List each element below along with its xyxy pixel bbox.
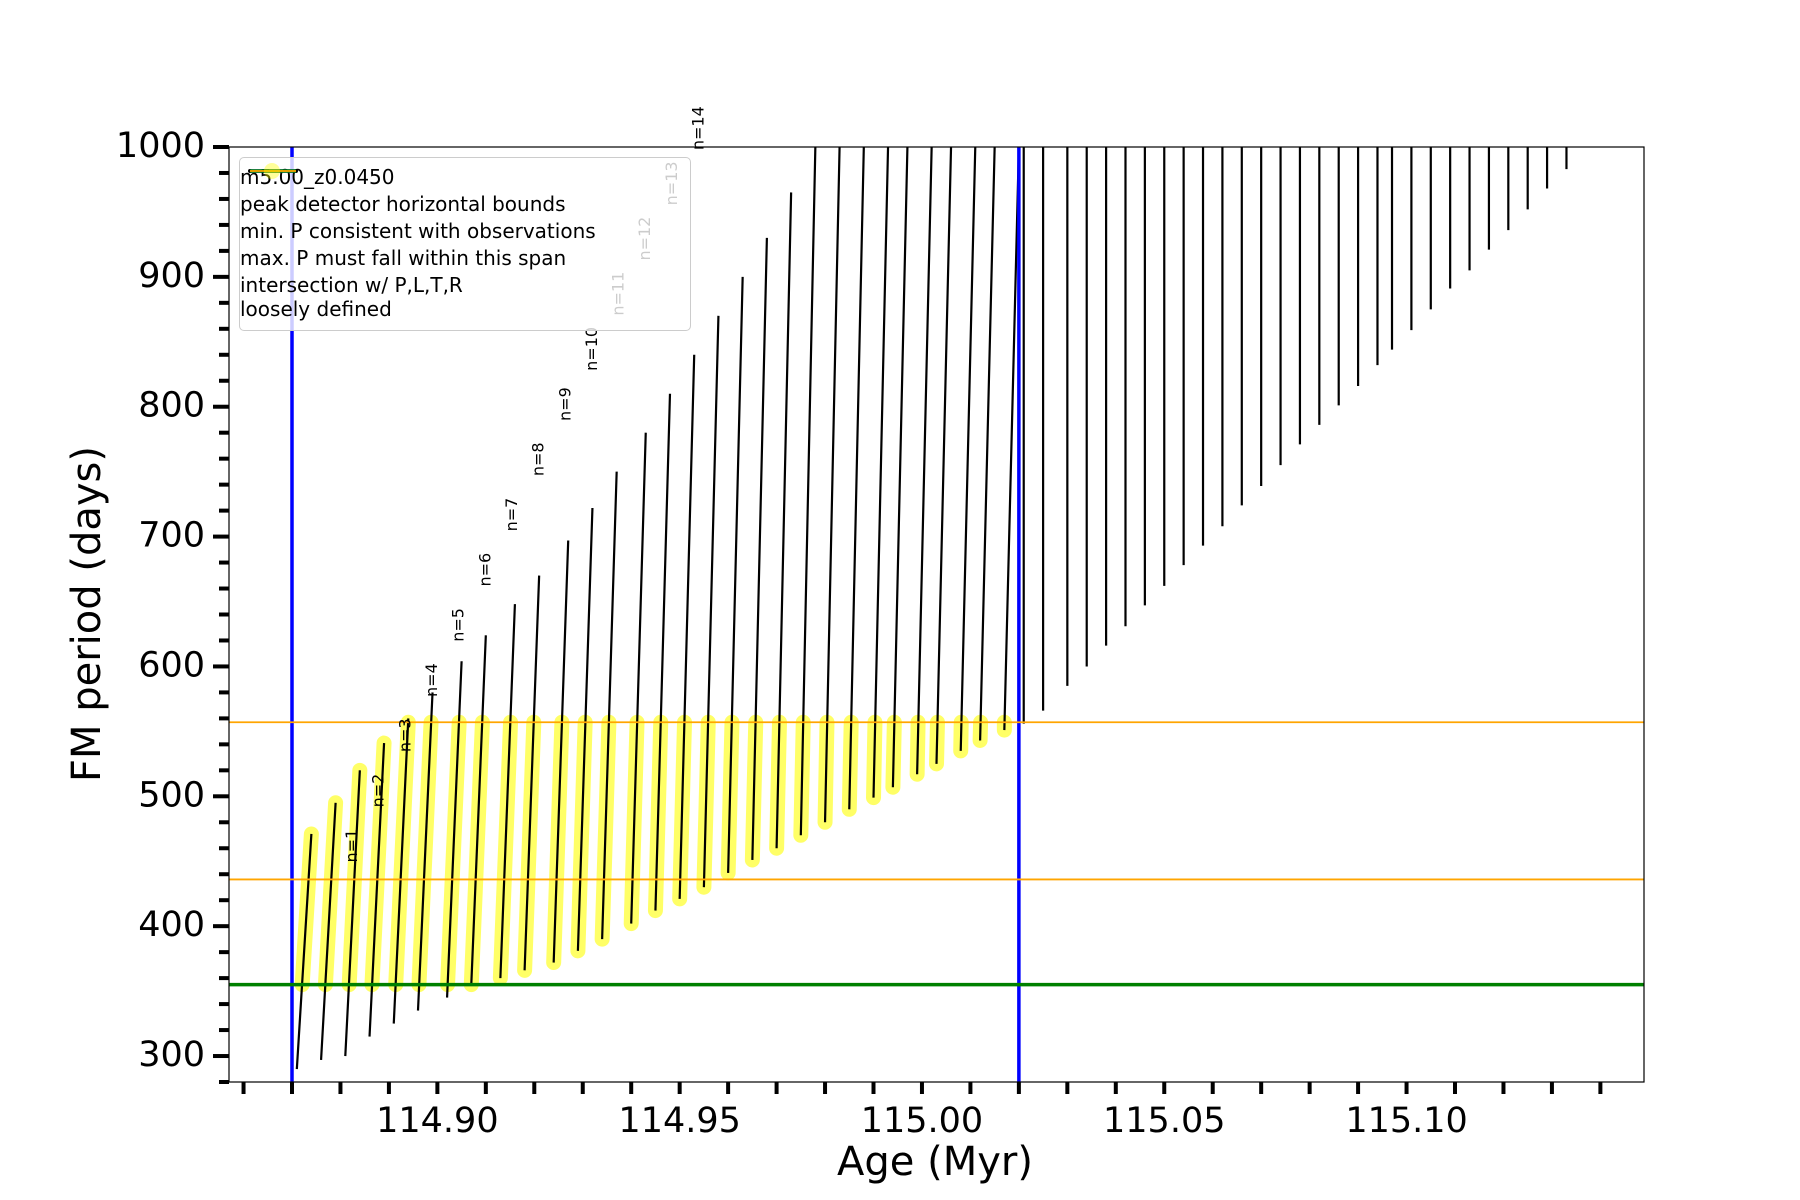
annotation: n=8 — [529, 442, 548, 476]
y-tick-label: 500 — [138, 775, 205, 815]
y-tick-label: 400 — [138, 905, 205, 945]
legend-key — [264, 163, 280, 179]
data-line — [295, 147, 1568, 1070]
annotation: n=3 — [395, 718, 414, 752]
annotation: n=5 — [449, 608, 468, 642]
y-tick-label: 600 — [138, 645, 205, 685]
y-tick-label: 1000 — [116, 126, 205, 166]
legend-entry: intersection w/ P,L,T,R loosely defined — [240, 163, 690, 321]
legend-entry: peak detector horizontal bounds — [240, 169, 690, 216]
legend-entry: min. P consistent with observations — [240, 169, 690, 243]
legend-label: peak detector horizontal bounds — [240, 192, 566, 216]
legend-key — [250, 170, 296, 172]
annotation: n=10 — [582, 327, 601, 371]
legend-label: max. P must fall within this span — [240, 246, 567, 270]
legend-swatch — [264, 163, 280, 179]
legend-entry: max. P must fall within this span — [240, 170, 690, 270]
annotation: n=14 — [689, 106, 708, 150]
x-tick-label: 115.05 — [1103, 1101, 1225, 1141]
y-tick-label: 300 — [138, 1035, 205, 1075]
highlight-points — [294, 714, 1012, 993]
x-tick-label: 114.95 — [618, 1101, 740, 1141]
plot-area — [229, 147, 1644, 1082]
y-axis-label: FM period (days) — [64, 446, 110, 782]
annotation: n=4 — [422, 663, 441, 697]
legend-label: m5.00_z0.0450 — [240, 165, 395, 189]
legend-entry: m5.00_z0.0450 — [240, 165, 690, 189]
x-tick-label: 114.90 — [376, 1101, 498, 1141]
annotation: n=2 — [369, 774, 388, 808]
x-axis-label: Age (Myr) — [837, 1139, 1033, 1185]
y-tick-label: 900 — [138, 256, 205, 296]
annotation: n=1 — [342, 829, 361, 863]
legend-label: intersection w/ P,L,T,R loosely defined — [240, 273, 463, 321]
legend-label: min. P consistent with observations — [240, 219, 596, 243]
annotation: n=9 — [555, 387, 574, 421]
y-tick-label: 700 — [138, 516, 205, 556]
x-tick-label: 115.00 — [861, 1101, 983, 1141]
annotation: n=6 — [475, 553, 494, 587]
annotation: n=7 — [502, 498, 521, 532]
y-tick-label: 800 — [138, 386, 205, 426]
x-tick-label: 115.10 — [1345, 1101, 1467, 1141]
